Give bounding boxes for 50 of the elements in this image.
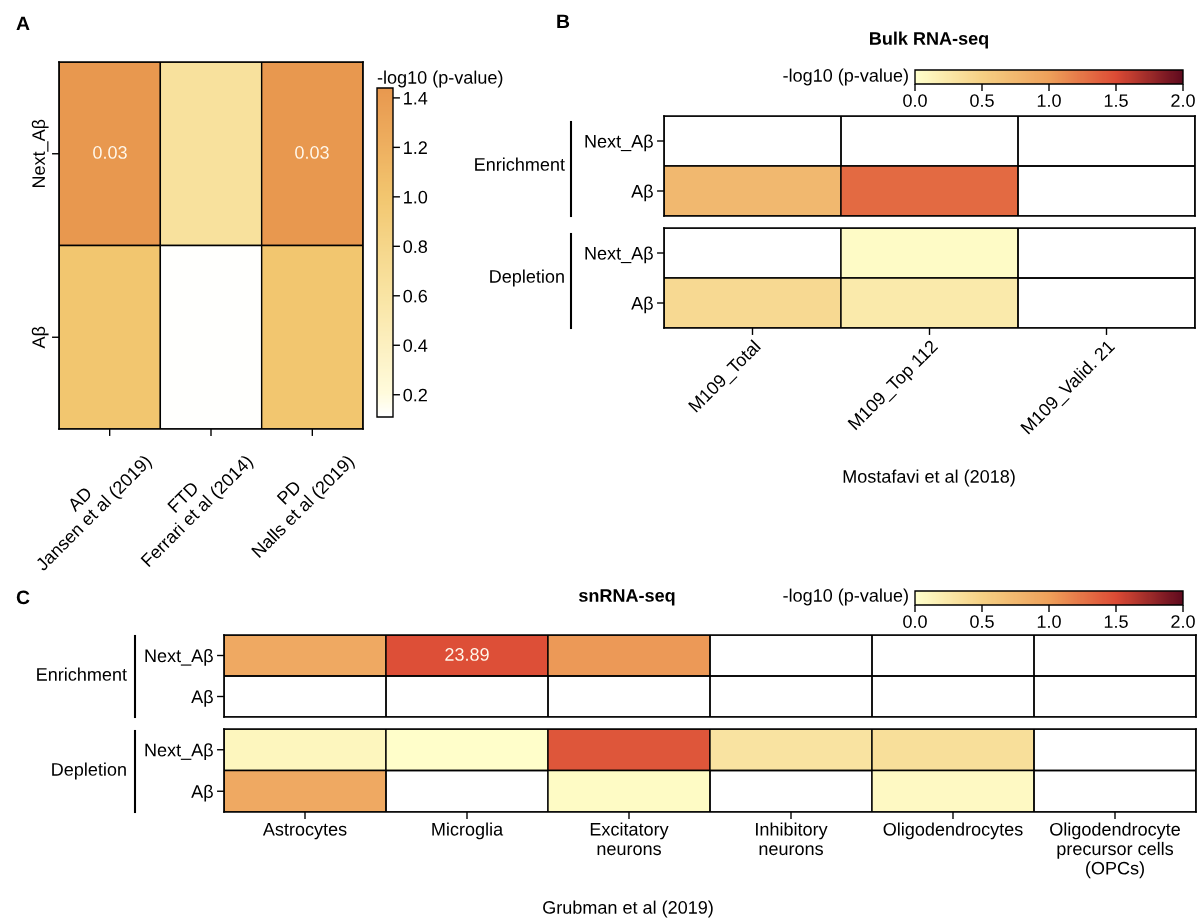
x-tick-label: Astrocytes [262,823,347,840]
color-bar-label: 1.5 [1104,615,1128,628]
y-tick-label: Aβ [191,689,213,707]
text: Enrichment [37,667,127,681]
y-tick-label: Next_Aβ [585,246,653,264]
color-bar-label: 2.0 [1171,94,1195,107]
x-tick-label: Oligodendrocytes [883,822,1023,840]
text: Depletion [52,762,126,780]
x-axis-title: Grubman et al (2019) [543,900,713,918]
text: Depletion [490,269,564,287]
color-bar-label: 1.5 [1104,94,1128,107]
color-bar-label: 1.0 [404,190,428,204]
color-bar-title: -log10 (p-value) [377,70,503,88]
color-bar-label: 1.4 [404,92,428,105]
y-tick-label: Next_Aβ [145,648,213,666]
y-tick-label: Aβ [631,184,653,202]
x-tick-label: Inhibitory neurons [756,822,828,856]
color-bar-title: -log10 (p-value) [783,588,908,606]
color-bar-label: 0.2 [403,388,427,402]
y-tick-label: Next_Aβ [145,743,213,761]
text: B [557,14,570,29]
chart-title: Bulk RNA-seq [870,31,988,49]
y-tick-label: Aβ [191,784,213,802]
text: C [16,590,30,605]
annotation: 0.03 [93,146,127,159]
x-tick-label: Oligodendrocyte precursor cells (OPCs) [1050,822,1180,879]
color-bar-title: -log10 (p-value) [783,68,908,86]
color-bar-label: 0.6 [403,289,428,303]
color-bar-label: 0.5 [970,94,994,107]
text: Enrichment [475,157,565,171]
y-tick-label: Next_Aβ [585,134,653,152]
color-bar-label: 0.5 [970,615,994,628]
color-bar-label: 1.2 [404,141,427,154]
text: A [16,16,30,31]
color-bar-label: 0.4 [403,339,428,352]
y-tick-label: Aβ [631,296,653,314]
annotation: 0.03 [295,146,329,159]
color-bar-label: 1.0 [1037,94,1061,107]
chart-title: snRNA-seq [578,589,675,606]
annotation: 23.89 [445,648,489,661]
x-tick-label: Excitatory neurons [590,822,669,856]
color-bar-label: 0.8 [403,240,428,254]
color-bar-label: 1.0 [1037,615,1061,628]
color-bar-label: 0.0 [903,94,927,107]
x-axis-title: Mostafavi et al (2018) [843,469,1015,487]
color-bar-label: 0.0 [903,615,927,628]
y-tick-label: Next_Aβ [31,119,49,188]
x-tick-label: Microglia [432,822,504,840]
color-bar-label: 2.0 [1171,615,1195,628]
y-tick-label: Aβ [31,326,49,349]
